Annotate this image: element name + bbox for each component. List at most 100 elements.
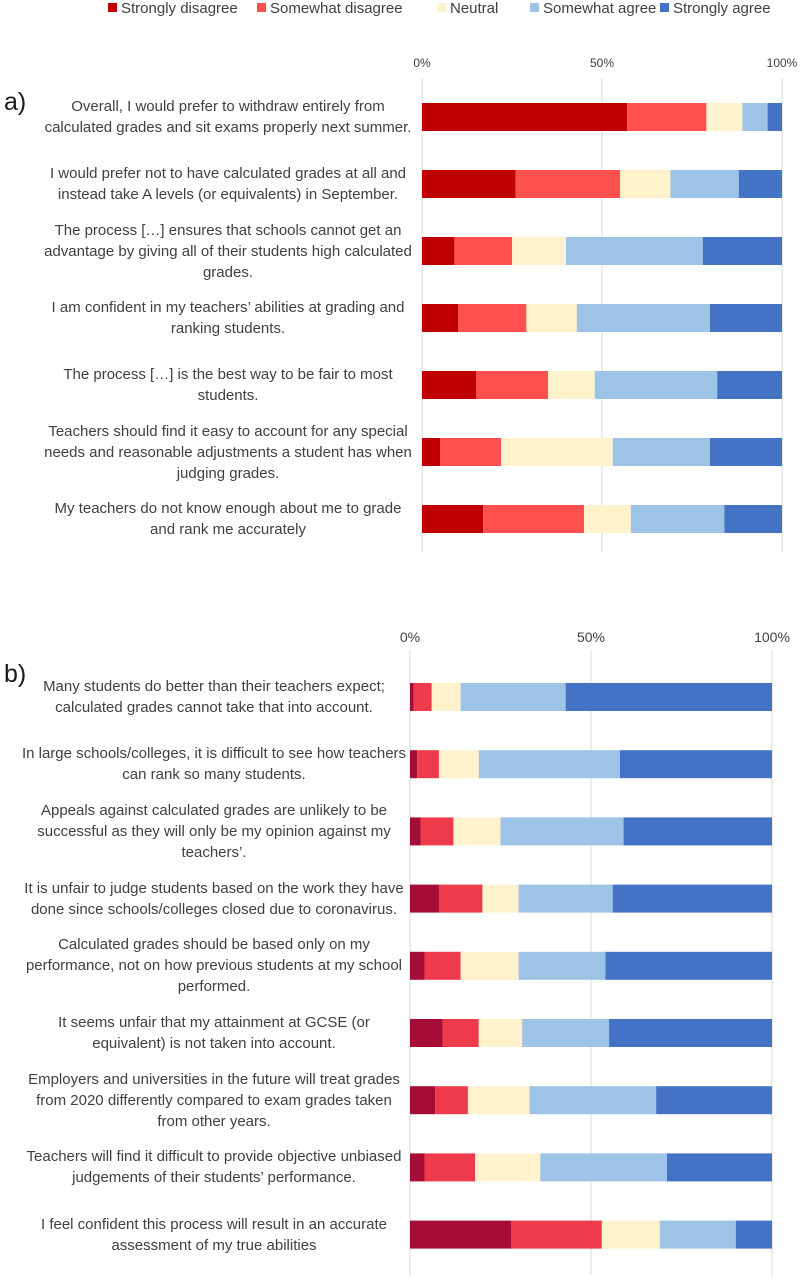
tick-label: 50%: [576, 629, 606, 645]
chart-legend: Strongly disagree Somewhat disagree Neutra…: [0, 0, 801, 20]
bar-segment: [460, 683, 566, 711]
legend-item-3: Neutral: [437, 0, 498, 18]
bar-segment: [422, 237, 455, 265]
bar-segment: [475, 1153, 541, 1182]
bar-segment: [410, 1220, 512, 1249]
bar-segment: [440, 438, 502, 466]
bar-segment: [623, 817, 772, 846]
bar-segment: [515, 170, 620, 198]
tick-label: 0%: [413, 56, 431, 70]
bar-segment: [702, 237, 782, 265]
bar-segment: [742, 103, 768, 131]
bar-segment: [410, 1086, 436, 1115]
panel-label-a: a): [4, 88, 27, 116]
bar-segment: [458, 304, 527, 332]
bar-segment: [717, 371, 782, 399]
bar-segment: [627, 103, 707, 131]
bar-segment: [619, 750, 772, 779]
category-label: Teachers should find it easy to account …: [44, 422, 412, 482]
bar-segment: [442, 1019, 479, 1047]
bar-segment: [620, 170, 671, 198]
tick-label: 100%: [766, 56, 798, 70]
bar-segment: [438, 884, 483, 913]
bar-segment: [656, 1086, 772, 1115]
legend-label: Neutral: [450, 0, 499, 17]
bar-segment: [500, 817, 624, 846]
bar-segment: [609, 1019, 772, 1047]
legend-item-5: Strongly agree: [660, 0, 771, 18]
bar-segment: [735, 1220, 772, 1249]
bar-segment: [724, 505, 782, 533]
category-label: My teachers do not know enough about me …: [54, 500, 402, 538]
bar-segment: [422, 304, 458, 332]
bar-segment: [540, 1153, 668, 1182]
bar-segment: [453, 817, 501, 846]
bar-segment: [438, 750, 479, 779]
bar-segment: [584, 505, 631, 533]
bar-segment: [482, 884, 519, 913]
bar-segment: [410, 884, 439, 913]
category-label: I would prefer not to have calculated gr…: [49, 165, 407, 203]
bar-segment: [410, 1019, 443, 1047]
legend-label: Strongly agree: [673, 0, 771, 17]
category-label: The process […] is the best way to be fa…: [63, 366, 393, 404]
category-label: It is unfair to judge students based on …: [24, 879, 404, 918]
legend-swatch: [257, 3, 266, 12]
legend-swatch: [530, 3, 539, 12]
bar-segment: [522, 1019, 610, 1047]
bar-segment: [566, 237, 703, 265]
bar-segment: [518, 951, 606, 980]
legend-label: Strongly disagree: [121, 0, 238, 17]
legend-item-4: Somewhat agree: [530, 0, 656, 18]
bar-segment: [431, 683, 461, 711]
category-label: Appeals against calculated grades are un…: [37, 801, 391, 861]
tick-label: 50%: [589, 56, 615, 70]
legend-label: Somewhat disagree: [270, 0, 403, 17]
legend-item-1: Strongly disagree: [108, 0, 238, 18]
bar-segment: [422, 170, 516, 198]
legend-label: Somewhat agree: [543, 0, 657, 17]
legend-swatch: [108, 3, 117, 12]
bar-segment: [630, 505, 725, 533]
bar-segment: [460, 951, 519, 980]
category-label: Teachers will find it difficult to provi…: [26, 1148, 402, 1187]
bar-segment: [511, 1220, 602, 1249]
bar-segment: [667, 1153, 772, 1182]
category-label: The process […] ensures that schools can…: [44, 221, 412, 281]
bar-segment: [435, 1086, 468, 1115]
bar-segment: [512, 237, 566, 265]
tick-label: 100%: [754, 629, 790, 645]
bar-segment: [576, 304, 710, 332]
category-label: Many students do better than their teach…: [43, 678, 385, 716]
bar-segment: [467, 1086, 530, 1115]
bar-segment: [501, 438, 613, 466]
chart-a-plot: [421, 78, 783, 552]
bar-segment: [454, 237, 512, 265]
bar-segment: [410, 817, 421, 846]
bar-segment: [659, 1220, 736, 1249]
bar-segment: [710, 304, 782, 332]
category-label: Overall, I would prefer to withdraw enti…: [44, 98, 412, 136]
bar-segment: [422, 438, 440, 466]
bar-segment: [767, 103, 782, 131]
bar-segment: [424, 1153, 476, 1182]
legend-swatch: [437, 3, 446, 12]
category-label: I am confident in my teachers’ abilities…: [51, 299, 405, 337]
bar-segment: [526, 304, 577, 332]
bar-segment: [410, 951, 425, 980]
bar-segment: [706, 103, 743, 131]
category-label: I feel confident this process will resul…: [40, 1215, 387, 1254]
category-label: It seems unfair that my attainment at GC…: [58, 1014, 370, 1052]
bar-segment: [410, 683, 414, 711]
bar-segment: [476, 371, 548, 399]
bar-segment: [424, 951, 461, 980]
legend-item-2: Somewhat disagree: [257, 0, 403, 18]
bar-segment: [413, 683, 432, 711]
bar-segment: [422, 103, 628, 131]
bar-segment: [518, 884, 613, 913]
bar-segment: [410, 1153, 425, 1182]
bar-segment: [548, 371, 595, 399]
bar-segment: [738, 170, 782, 198]
bar-segment: [565, 683, 772, 711]
